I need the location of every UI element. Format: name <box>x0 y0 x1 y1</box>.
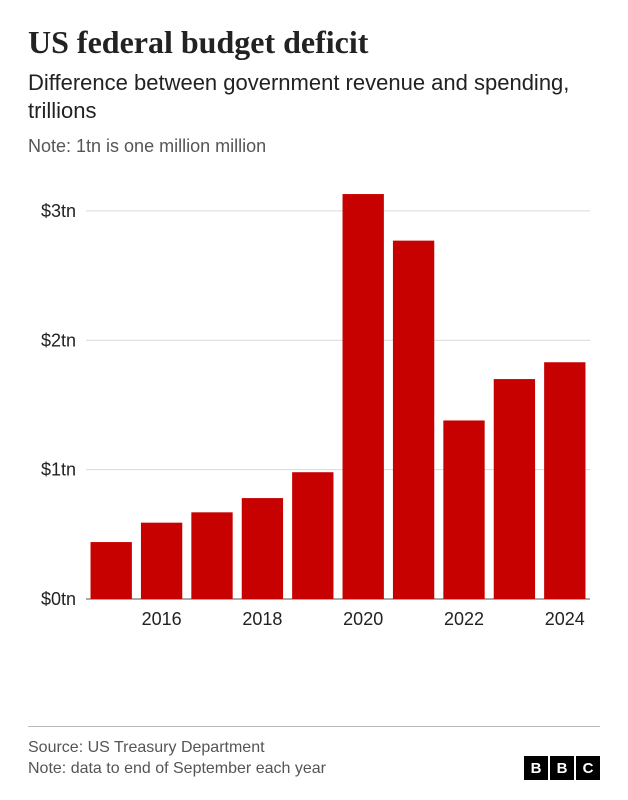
bar <box>443 420 484 599</box>
x-tick-label: 2022 <box>444 609 484 629</box>
footer-source: Source: US Treasury Department <box>28 737 326 759</box>
footer-note: Note: data to end of September each year <box>28 758 326 780</box>
y-tick-label: $3tn <box>41 201 76 221</box>
bar <box>393 241 434 599</box>
bar <box>91 542 132 599</box>
x-tick-label: 2016 <box>142 609 182 629</box>
x-tick-label: 2020 <box>343 609 383 629</box>
y-tick-label: $0tn <box>41 589 76 609</box>
bar-chart: $0tn $1tn $2tn $3tn 2016 2018 2020 2022 2024 <box>28 175 600 635</box>
bar <box>343 194 384 599</box>
chart-subtitle: Difference between government revenue an… <box>28 69 600 126</box>
bar <box>242 498 283 599</box>
footer: Source: US Treasury Department Note: dat… <box>28 737 600 780</box>
footer-divider <box>28 726 600 727</box>
bbc-logo-letter: C <box>576 756 600 780</box>
y-tick-label: $2tn <box>41 330 76 350</box>
bbc-logo-letter: B <box>550 756 574 780</box>
bar <box>191 512 232 599</box>
bar <box>141 523 182 599</box>
y-tick-label: $1tn <box>41 460 76 480</box>
chart-note: Note: 1tn is one million million <box>28 136 600 157</box>
chart-title: US federal budget deficit <box>28 24 600 61</box>
bbc-logo-letter: B <box>524 756 548 780</box>
bar <box>494 379 535 599</box>
x-tick-label: 2018 <box>242 609 282 629</box>
bar <box>544 362 585 599</box>
bar <box>292 472 333 599</box>
footer-text: Source: US Treasury Department Note: dat… <box>28 737 326 780</box>
chart-area: $0tn $1tn $2tn $3tn 2016 2018 2020 2022 2024 <box>28 175 600 712</box>
x-tick-label: 2024 <box>545 609 585 629</box>
bbc-logo: B B C <box>524 756 600 780</box>
